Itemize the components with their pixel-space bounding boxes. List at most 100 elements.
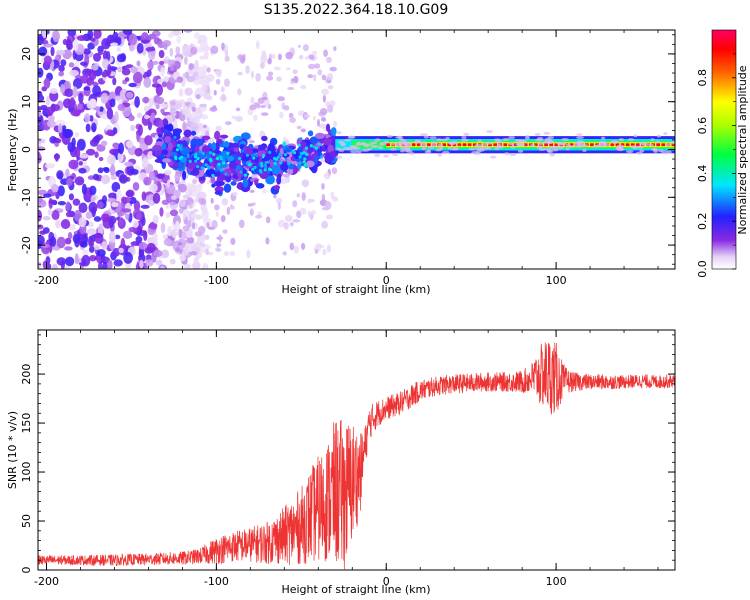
spectrogram-blob xyxy=(58,71,64,77)
spectrogram-blob-bright xyxy=(238,156,242,160)
spectrogram-blob xyxy=(265,237,270,245)
spectrogram-blob xyxy=(224,49,229,58)
spectrogram-blob xyxy=(333,120,338,128)
spectrogram-blob xyxy=(246,249,251,259)
spectrogram-blob xyxy=(146,242,156,253)
spectrogram-blob xyxy=(307,198,311,204)
spectrogram-blob xyxy=(130,66,138,74)
spectrogram-blob xyxy=(130,124,135,132)
spectrogram-blob xyxy=(65,201,71,211)
signal-peak xyxy=(513,143,518,147)
spectrogram-blob xyxy=(203,50,209,60)
spectrogram-blob-bright xyxy=(211,173,215,178)
spectrogram-haze xyxy=(557,146,565,150)
spectrogram-blob xyxy=(214,69,223,75)
spectrogram-ytick-label: -20 xyxy=(20,236,33,254)
spectrogram-blob xyxy=(121,208,132,213)
spectrogram-blob xyxy=(333,46,337,52)
spectrogram-blob xyxy=(107,64,112,76)
signal-peak xyxy=(488,143,492,147)
spectrogram-blob xyxy=(136,60,141,67)
snr-xtick-label: 0 xyxy=(383,575,390,588)
spectrogram-blob xyxy=(311,210,316,215)
spectrogram-blob xyxy=(188,62,194,71)
spectrogram-blob xyxy=(132,220,139,228)
spectrogram-haze xyxy=(402,141,411,145)
spectrogram-blob xyxy=(325,214,334,220)
colorbar-label: Normalized spectral amplitude xyxy=(736,65,749,234)
spectrogram-blob xyxy=(51,263,59,269)
spectrogram-blob xyxy=(183,112,193,121)
spectrogram-blob xyxy=(198,196,204,205)
spectrogram-blob xyxy=(202,124,207,129)
spectrogram-blob xyxy=(227,142,234,148)
spectrogram-blob xyxy=(300,141,307,149)
snr-xlabel: Height of straight line (km) xyxy=(281,583,430,596)
spectrogram-blob xyxy=(134,147,143,157)
spectrogram-blob xyxy=(174,110,181,120)
spectrogram-blob xyxy=(49,236,57,247)
spectrogram-blob xyxy=(78,161,83,166)
snr-frame xyxy=(37,329,676,571)
spectrogram-blob xyxy=(301,192,306,201)
spectrogram-blob xyxy=(150,112,156,119)
spectrogram-haze xyxy=(474,143,482,147)
spectrogram-blob-bright xyxy=(259,161,264,166)
spectrogram-blob-bright xyxy=(215,156,220,161)
spectrogram-haze xyxy=(485,146,492,150)
spectrogram-blob xyxy=(139,259,144,269)
spectrogram-blob xyxy=(138,253,146,263)
spectrogram-blob xyxy=(256,72,260,80)
signal-peak xyxy=(493,143,497,147)
spectrogram-blob xyxy=(273,66,282,71)
spectrogram-blob xyxy=(169,258,176,265)
spectrogram-haze xyxy=(648,143,655,147)
spectrogram-blob xyxy=(140,204,150,209)
spectrogram-blob xyxy=(118,142,125,155)
spectrogram-blob xyxy=(108,215,117,225)
spectrogram-blob xyxy=(210,197,214,204)
spectrogram-blob xyxy=(93,244,101,251)
spectrogram-blob xyxy=(236,168,243,179)
spectrogram-blob-bright xyxy=(201,151,205,155)
spectrogram-blob xyxy=(74,146,81,159)
spectrogram-blob xyxy=(55,49,66,56)
snr-marks xyxy=(38,342,675,570)
spectrogram-blob xyxy=(245,65,250,74)
spectrogram-blob xyxy=(117,151,124,163)
spectrogram-blob xyxy=(85,211,93,220)
signal-peak xyxy=(411,143,416,147)
spectrogram-blob-bright xyxy=(287,162,291,166)
spectrogram-blob xyxy=(174,171,181,182)
spectrogram-haze xyxy=(610,140,619,144)
spectrogram-blob xyxy=(172,129,181,138)
spectrogram-blob xyxy=(181,248,189,256)
spectrogram-haze xyxy=(436,138,443,142)
spectrogram-haze xyxy=(546,149,553,153)
spectrogram-haze xyxy=(538,147,546,151)
spectrogram-blob xyxy=(143,176,152,186)
spectrogram-blob-bright xyxy=(194,159,198,163)
spectrogram-blob xyxy=(162,234,169,239)
spectrogram-haze xyxy=(335,155,343,159)
signal-peak xyxy=(462,143,467,147)
spectrogram-blob xyxy=(92,173,100,181)
spectrogram-haze xyxy=(370,145,377,149)
spectrogram-blob xyxy=(177,160,184,169)
spectrogram-haze xyxy=(641,143,650,147)
spectrogram-blob xyxy=(52,30,60,43)
spectrogram-blob xyxy=(311,50,318,55)
spectrogram-blob xyxy=(285,51,294,60)
spectrogram-blob xyxy=(81,254,91,267)
spectrogram-blob xyxy=(124,77,130,82)
spectrogram-blob xyxy=(128,114,135,122)
spectrogram-blob xyxy=(159,60,165,65)
spectrogram-blob xyxy=(38,151,41,163)
spectrogram-blob xyxy=(273,194,277,199)
spectrogram-blob xyxy=(94,232,104,244)
spectrogram-blob xyxy=(100,213,110,223)
spectrogram-blob xyxy=(330,191,335,199)
spectrogram-blob-bright xyxy=(193,155,197,159)
spectrogram-haze xyxy=(468,147,476,151)
spectrogram-blob xyxy=(194,145,200,154)
